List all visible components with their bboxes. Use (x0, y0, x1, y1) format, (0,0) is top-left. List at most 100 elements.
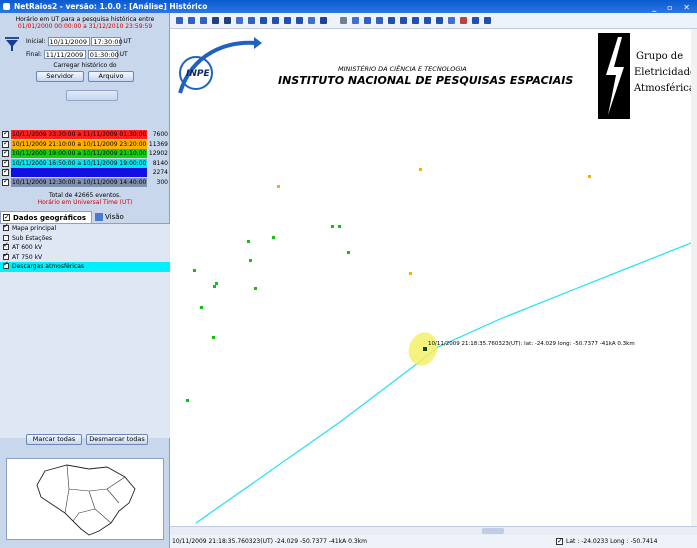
range-label: 10/11/2009 21:10:00 a 10/11/2009 23:20:0… (12, 140, 147, 148)
range-count: 300 (156, 178, 168, 186)
range-color-bar: 10/11/2009 23:20:00 a 11/11/2009 01:30:0… (11, 130, 147, 139)
filter-tool-icon[interactable] (472, 17, 479, 24)
zoom-window-icon[interactable] (200, 17, 207, 24)
lightning-strike-marker[interactable] (588, 175, 591, 178)
window-controls[interactable]: _ ▫ ✕ (652, 3, 694, 12)
range-checkbox[interactable] (2, 167, 9, 177)
unmark-all-label: Desmarcar todas (89, 435, 145, 443)
text-icon[interactable] (272, 17, 279, 24)
layer-item[interactable]: AT 600 kV (0, 241, 170, 253)
layer-checkbox[interactable] (3, 251, 9, 260)
range-count: 7600 (152, 131, 168, 138)
link-icon[interactable] (376, 17, 383, 24)
time-range-item[interactable]: 10/11/2009 19:00:00 a 10/11/2009 21:10:0… (2, 148, 168, 159)
layer-item[interactable]: Sub Estações (0, 234, 170, 244)
range-color-bar: 10/11/2009 16:50:00 a 10/11/2009 19:00:0… (11, 158, 147, 168)
brazil-map-icon (36, 464, 136, 536)
move-icon[interactable] (364, 17, 371, 24)
status-event: 10/11/2009 21:18:35.760323(UT) -24.029 -… (172, 538, 367, 545)
layer-item[interactable]: Mapa principal (0, 222, 170, 234)
lightning-strike-marker[interactable] (331, 225, 334, 228)
lightning-strike-marker[interactable] (254, 287, 257, 290)
initial-date-select[interactable]: 10/11/2009 (47, 37, 90, 46)
status-bar: 10/11/2009 21:18:35.760323(UT) -24.029 -… (170, 535, 697, 548)
lightning-strike-marker[interactable] (409, 272, 412, 275)
grid-icon[interactable] (284, 17, 291, 24)
mark-all-button[interactable]: Marcar todas (26, 434, 82, 445)
lightning-strike-marker[interactable] (347, 251, 350, 254)
lightning-strike-marker[interactable] (200, 306, 203, 309)
lightning-strike-marker[interactable] (338, 225, 341, 228)
tab-view[interactable]: Visão (93, 211, 133, 223)
lightning-strike-marker[interactable] (277, 185, 280, 188)
lightning-strike-marker[interactable] (215, 282, 218, 285)
copy-icon[interactable] (412, 17, 419, 24)
settings-icon[interactable] (484, 17, 491, 24)
lightning-strike-marker[interactable] (193, 269, 196, 272)
save-icon[interactable] (424, 17, 431, 24)
draw-icon[interactable] (308, 17, 315, 24)
layer-item[interactable]: AT 750 kV (0, 251, 170, 263)
horizontal-scrollbar[interactable] (170, 526, 697, 535)
range-color-bar: 10/11/2009 21:10:00 a 10/11/2009 23:20:0… (11, 139, 147, 149)
layers-icon[interactable] (236, 17, 243, 24)
lightning-strike-marker[interactable] (213, 285, 216, 288)
layer-checkbox[interactable] (3, 222, 9, 232)
time-range-item[interactable]: 10/11/2009 16:50:00 a 10/11/2009 19:00:0… (2, 158, 168, 169)
pan-icon[interactable] (212, 17, 219, 24)
pencil-icon[interactable] (352, 17, 359, 24)
range-label: 10/11/2009 23:20:00 a 11/11/2009 01:30:0… (12, 131, 147, 138)
time-range-item[interactable]: 10/11/2009 23:20:00 a 11/11/2009 01:30:0… (2, 129, 168, 140)
vertical-scrollbar[interactable] (691, 29, 697, 526)
lightning-strike-marker[interactable] (419, 168, 422, 171)
unmark-all-button[interactable]: Desmarcar todas (86, 434, 148, 445)
time-range-item[interactable]: 10/11/2009 12:30:00 a 10/11/2009 14:40:0… (2, 177, 168, 188)
range-checkbox[interactable] (2, 148, 9, 158)
measure-icon[interactable] (248, 17, 255, 24)
range-checkbox[interactable] (2, 139, 9, 148)
range-checkbox[interactable] (2, 177, 9, 186)
ministry-text: MINISTÉRIO DA CIÊNCIA E TECNOLOGIA (338, 65, 467, 73)
layer-item[interactable]: Descargas atmosféricas (0, 260, 170, 272)
scroll-thumb[interactable] (482, 528, 504, 534)
brazil-minimap[interactable] (6, 458, 164, 540)
filter-icon[interactable] (4, 35, 20, 53)
layer-checkbox[interactable] (3, 260, 9, 270)
color-icon[interactable] (460, 17, 467, 24)
final-time-input[interactable]: 01:30:00 (87, 50, 119, 59)
box-icon[interactable] (400, 17, 407, 24)
range-checkbox[interactable] (2, 158, 9, 167)
cross-icon[interactable] (340, 17, 347, 24)
app-icon (3, 3, 10, 10)
pan-alt-icon[interactable] (224, 17, 231, 24)
lightning-strike-marker[interactable] (249, 259, 252, 262)
file-button[interactable]: Arquivo (88, 71, 134, 82)
range-checkbox[interactable] (2, 129, 9, 139)
zoom-out-icon[interactable] (188, 17, 195, 24)
select-icon[interactable] (260, 17, 267, 24)
time-range-item[interactable]: 2274 (2, 167, 168, 178)
arrow-icon[interactable] (320, 17, 327, 24)
options-icon[interactable] (448, 17, 455, 24)
zoom-in-icon[interactable] (176, 17, 183, 24)
institute-text: INSTITUTO NACIONAL DE PESQUISAS ESPACIAI… (278, 74, 574, 87)
window-icon[interactable] (388, 17, 395, 24)
layer-label: Descargas atmosféricas (12, 263, 85, 270)
print-icon[interactable] (296, 17, 303, 24)
initial-time-input[interactable]: 17:30:00 (91, 37, 123, 46)
server-button[interactable]: Servidor (36, 71, 84, 82)
range-color-bar: 10/11/2009 12:30:00 a 10/11/2009 14:40:0… (11, 177, 147, 187)
time-range-item[interactable]: 10/11/2009 21:10:00 a 10/11/2009 23:20:0… (2, 139, 168, 150)
lightning-strike-marker[interactable] (212, 336, 215, 339)
tab-geo[interactable]: ✓ Dados geográficos (0, 211, 92, 223)
layer-checkbox[interactable] (3, 234, 9, 241)
coords-check-icon[interactable]: ✓ (556, 537, 563, 545)
selected-event-marker[interactable] (423, 347, 427, 351)
final-date-select[interactable]: 11/11/2009 (43, 50, 86, 59)
export-icon[interactable] (436, 17, 443, 24)
inpe-elat-banner: INPE MINISTÉRIO DA CIÊNCIA E TECNOLOGIA … (170, 29, 696, 122)
layer-checkbox[interactable] (3, 241, 9, 251)
lightning-strike-marker[interactable] (186, 399, 189, 402)
lightning-strike-marker[interactable] (272, 236, 275, 239)
lightning-strike-marker[interactable] (247, 240, 250, 243)
